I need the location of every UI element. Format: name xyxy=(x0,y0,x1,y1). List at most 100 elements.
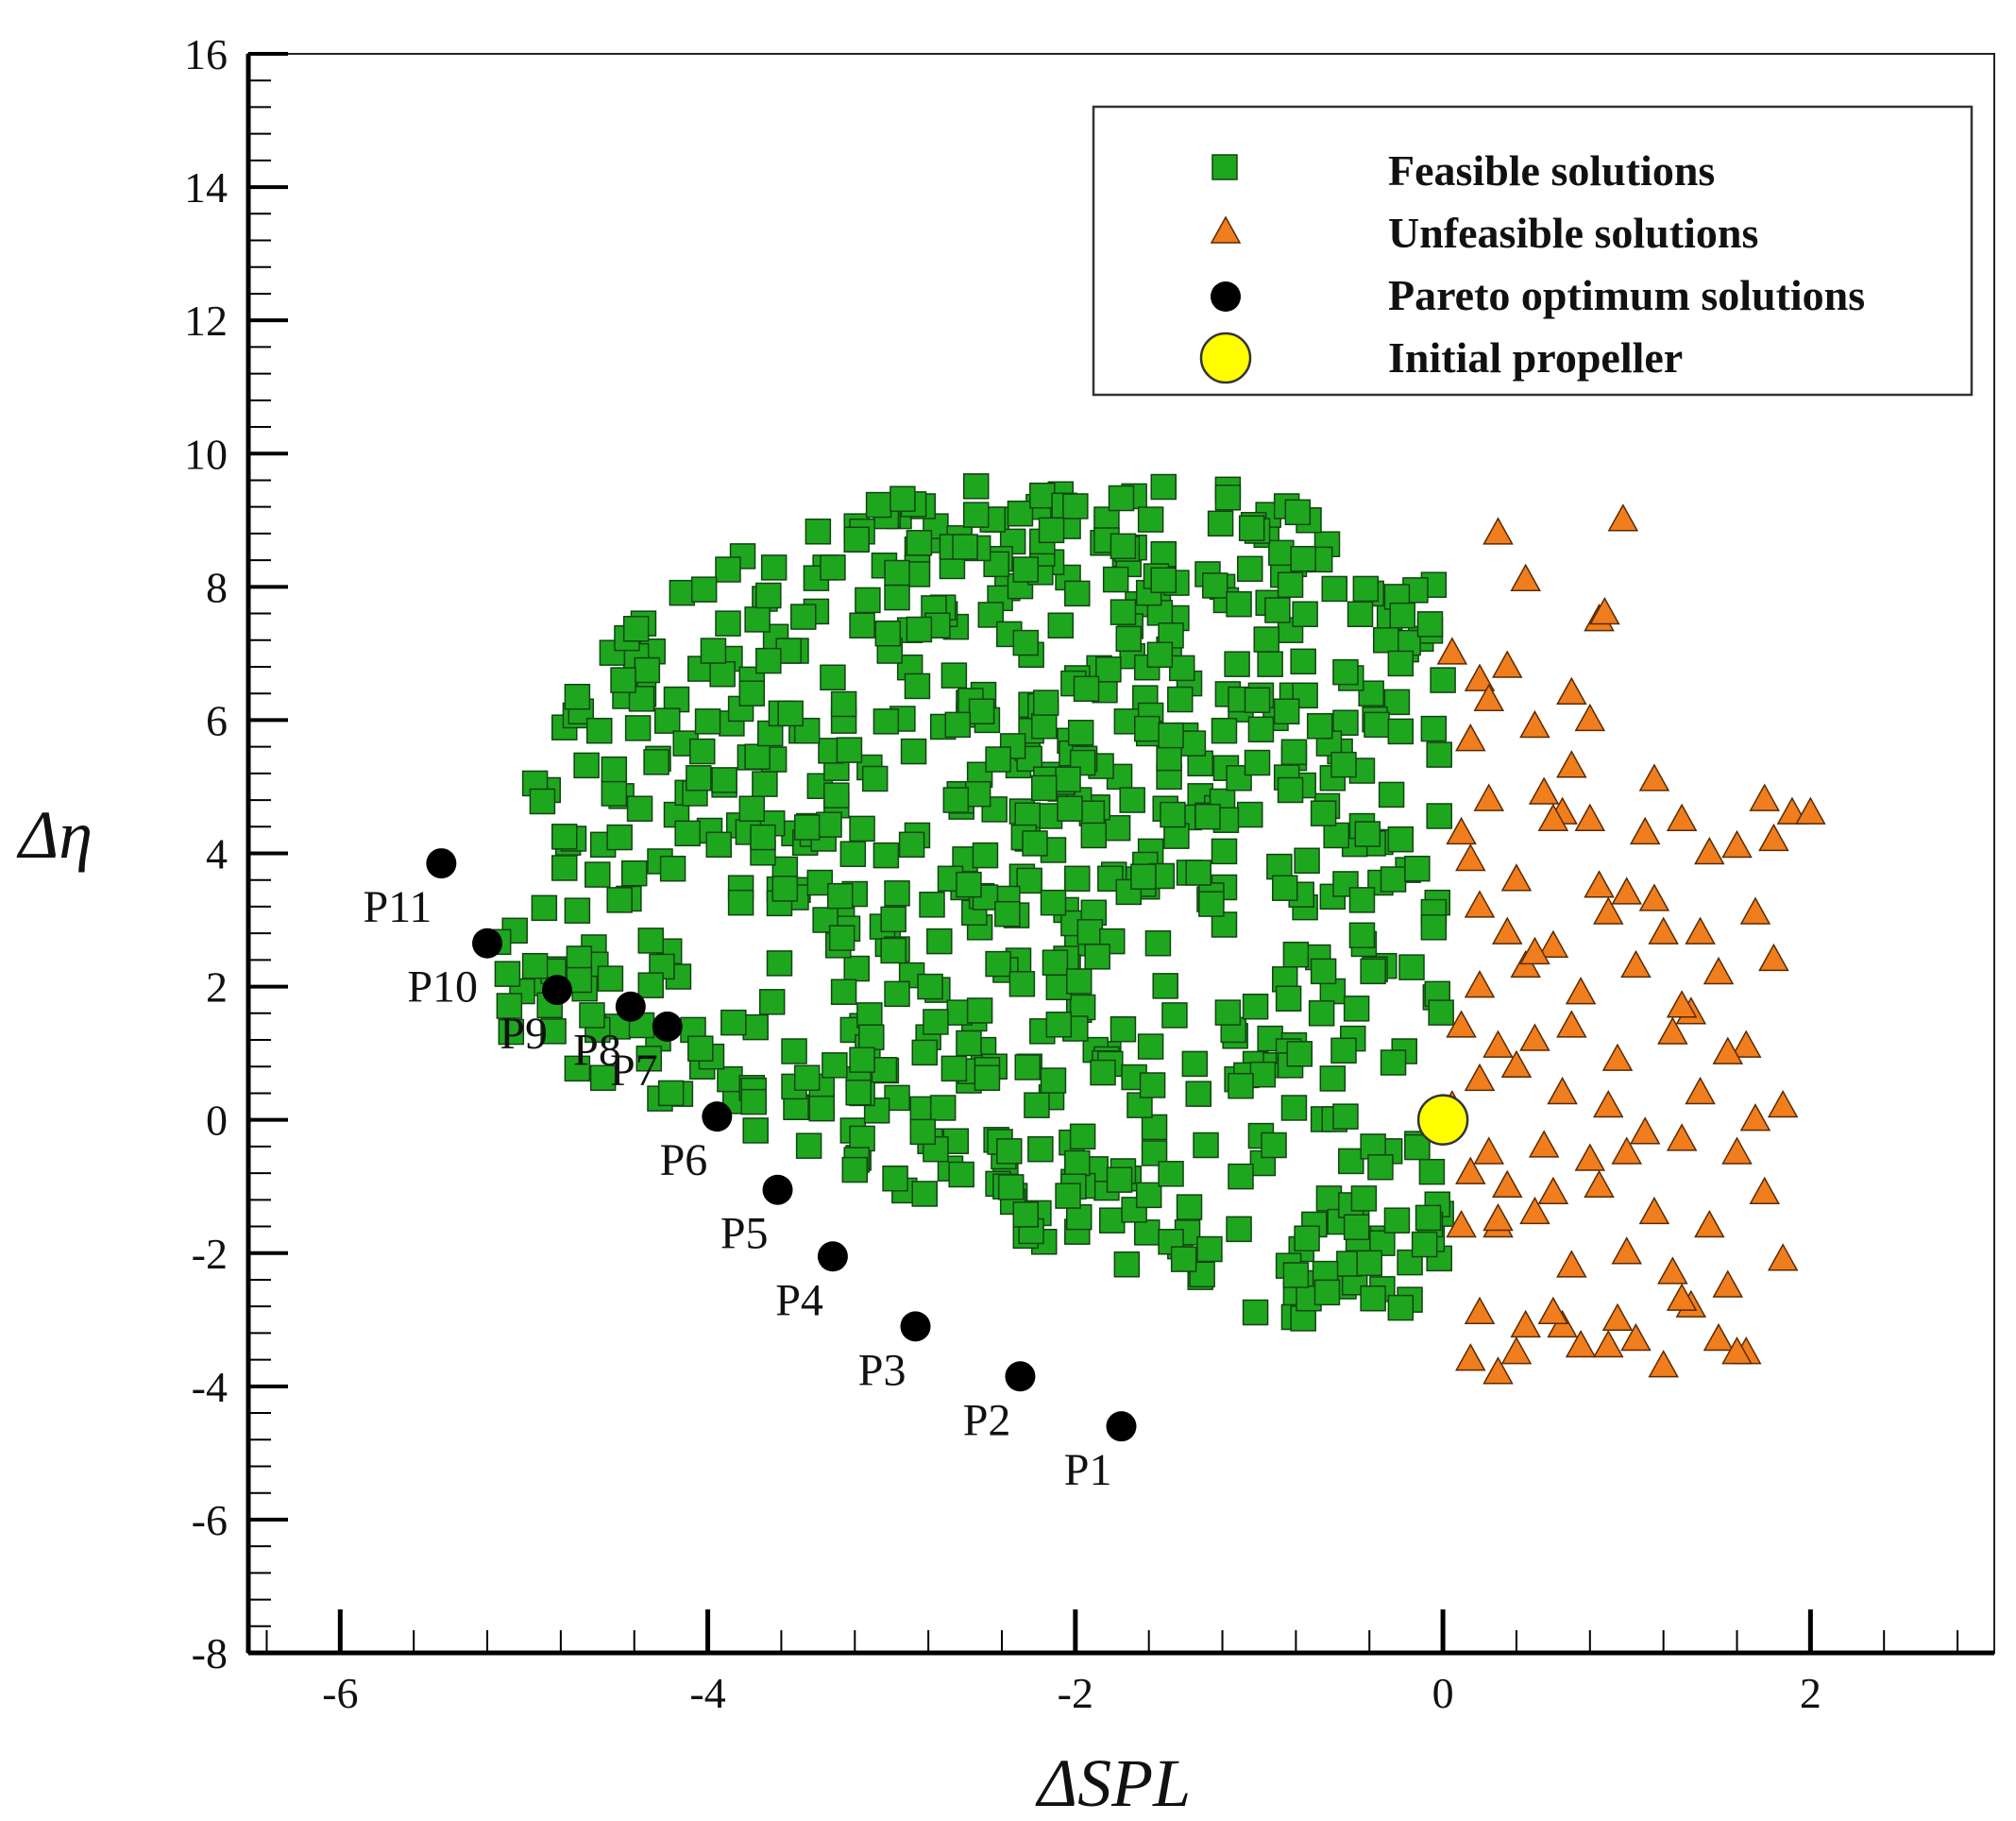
unfeasible-point xyxy=(1500,1049,1533,1078)
feasible-point xyxy=(898,831,925,859)
feasible-point xyxy=(1244,687,1271,714)
feasible-point xyxy=(845,1079,872,1106)
y-tick-label: -8 xyxy=(192,1629,228,1677)
feasible-point xyxy=(900,738,927,765)
unfeasible-point xyxy=(1589,597,1620,625)
feasible-point xyxy=(1193,1132,1219,1159)
feasible-point xyxy=(498,1018,525,1046)
legend-initial-marker xyxy=(1199,332,1252,384)
unfeasible-point xyxy=(1464,890,1496,918)
unfeasible-point xyxy=(1739,1103,1771,1132)
y-tick-label: 6 xyxy=(206,696,228,744)
feasible-point xyxy=(1008,971,1036,997)
unfeasible-point xyxy=(1629,1116,1661,1145)
feasible-point xyxy=(1097,865,1124,893)
unfeasible-point xyxy=(1685,916,1716,945)
unfeasible-point xyxy=(1574,803,1606,831)
y-tick-label: -2 xyxy=(192,1230,228,1278)
feasible-point xyxy=(564,1055,591,1082)
feasible-point xyxy=(1420,715,1448,742)
feasible-point xyxy=(686,765,712,791)
x-tick-label: -6 xyxy=(322,1669,358,1717)
pareto-point xyxy=(472,928,503,959)
feasible-point xyxy=(1338,1148,1364,1175)
feasible-point xyxy=(952,534,978,560)
legend-feasible-marker xyxy=(1211,154,1238,180)
feasible-point xyxy=(882,1165,908,1192)
feasible-point xyxy=(855,587,881,614)
pareto-point xyxy=(702,1101,733,1132)
legend-pareto-marker xyxy=(1211,281,1241,312)
feasible-point xyxy=(657,1080,685,1107)
feasible-point xyxy=(1282,1262,1310,1288)
unfeasible-point xyxy=(1694,836,1725,865)
unfeasible-point xyxy=(1464,1296,1496,1324)
unfeasible-point xyxy=(1584,870,1615,898)
feasible-point xyxy=(1194,803,1221,830)
feasible-point xyxy=(1095,656,1122,683)
unfeasible-point xyxy=(1607,503,1639,532)
feasible-point xyxy=(1264,597,1291,623)
feasible-point xyxy=(1350,1185,1378,1212)
feasible-point xyxy=(1290,545,1316,572)
unfeasible-point xyxy=(1648,1350,1679,1378)
unfeasible-point xyxy=(1473,1136,1505,1165)
feasible-point xyxy=(1257,651,1283,677)
feasible-point xyxy=(1198,891,1225,917)
feasible-point xyxy=(1161,1002,1188,1029)
feasible-point xyxy=(1029,482,1056,509)
pareto-label: P1 xyxy=(1064,1445,1112,1495)
feasible-point xyxy=(1108,485,1135,512)
feasible-point xyxy=(1354,821,1381,847)
feasible-point xyxy=(1080,822,1108,849)
feasible-point xyxy=(1347,601,1374,628)
unfeasible-point xyxy=(1500,863,1533,892)
feasible-point xyxy=(1064,580,1091,607)
feasible-point xyxy=(884,559,910,587)
feasible-point xyxy=(1158,1161,1184,1187)
feasible-point xyxy=(858,1024,885,1050)
feasible-point xyxy=(1179,730,1207,757)
y-tick-label: 2 xyxy=(206,963,228,1012)
unfeasible-point xyxy=(1749,783,1780,811)
feasible-point xyxy=(1294,1225,1320,1251)
unfeasible-point xyxy=(1592,896,1624,925)
feasible-point xyxy=(906,530,933,556)
feasible-point xyxy=(872,842,900,869)
unfeasible-point xyxy=(1739,896,1771,925)
feasible-point xyxy=(790,604,817,630)
feasible-point xyxy=(755,582,782,609)
pareto-label: P3 xyxy=(858,1345,906,1395)
feasible-point xyxy=(997,1174,1025,1200)
legend-feasible-label: Feasible solutions xyxy=(1388,146,1715,195)
feasible-point xyxy=(1150,473,1177,501)
feasible-point xyxy=(977,602,1005,628)
feasible-point xyxy=(1055,766,1081,792)
feasible-point xyxy=(1247,716,1275,743)
feasible-point xyxy=(1332,658,1359,686)
pareto-point xyxy=(1005,1361,1036,1392)
feasible-point xyxy=(579,1002,605,1029)
y-tick-label: -4 xyxy=(192,1363,228,1411)
pareto-point xyxy=(762,1174,793,1205)
feasible-point xyxy=(1211,838,1238,865)
feasible-point xyxy=(956,1030,982,1057)
feasible-point xyxy=(521,952,549,979)
unfeasible-point xyxy=(1703,1322,1735,1352)
unfeasible-point xyxy=(1473,683,1505,712)
feasible-point xyxy=(1176,1194,1203,1220)
pareto-label: P8 xyxy=(573,1026,621,1076)
feasible-point xyxy=(634,656,661,684)
feasible-point xyxy=(1016,867,1042,894)
feasible-point xyxy=(1214,485,1242,511)
feasible-point xyxy=(694,708,721,735)
feasible-point xyxy=(1352,575,1380,603)
feasible-point xyxy=(849,815,875,842)
feasible-point xyxy=(531,894,558,922)
feasible-point xyxy=(1065,968,1093,995)
feasible-point xyxy=(1286,1041,1313,1067)
feasible-point xyxy=(871,1057,898,1083)
unfeasible-point xyxy=(1601,1302,1634,1332)
unfeasible-point xyxy=(1565,1329,1597,1358)
legend-unfeasible-label: Unfeasible solutions xyxy=(1388,209,1758,257)
